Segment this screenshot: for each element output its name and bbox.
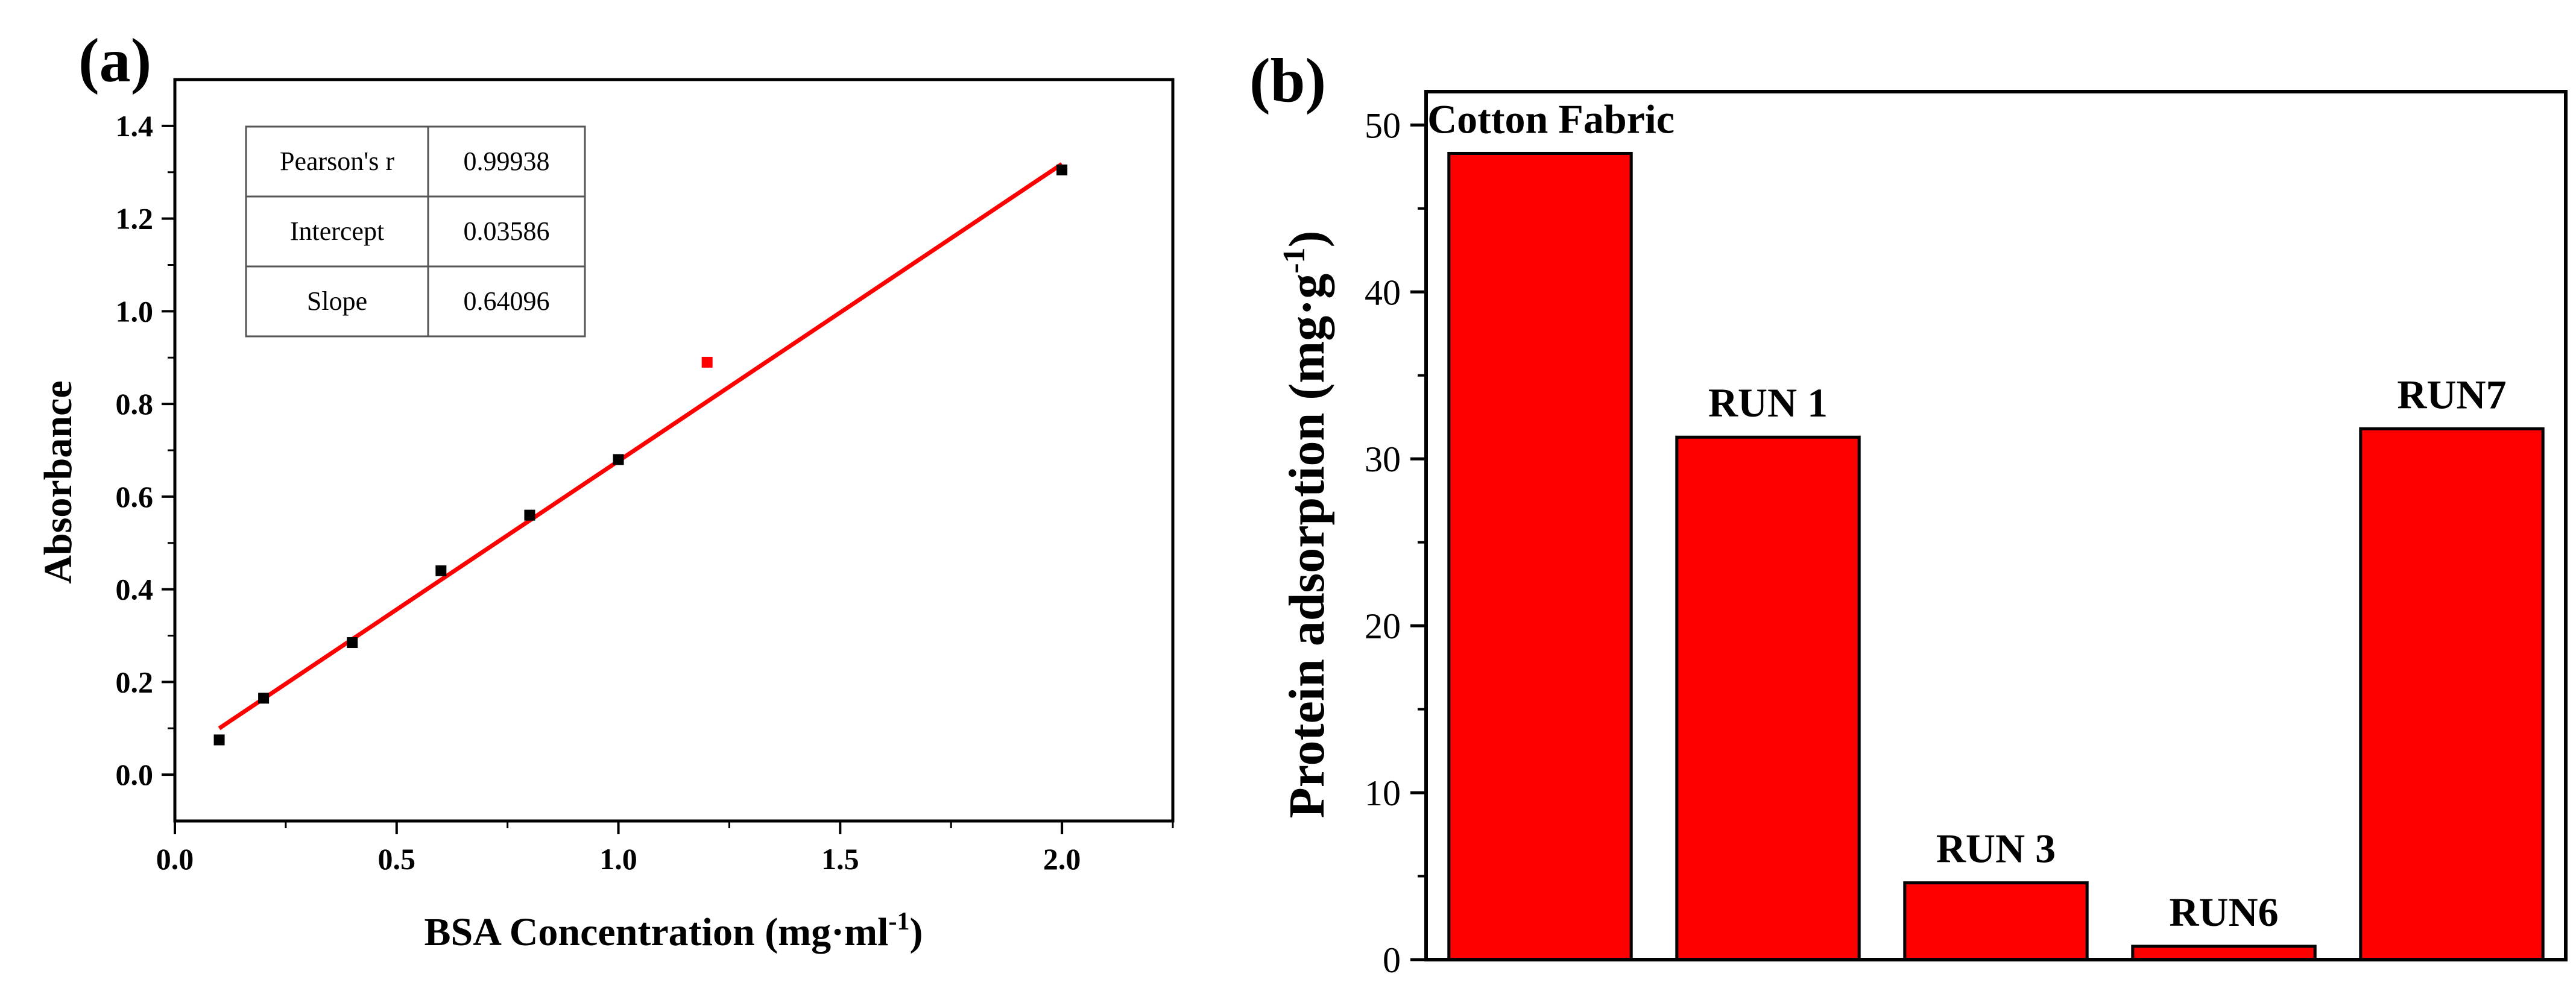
stats-table-value: 0.64096 <box>464 286 550 316</box>
bar-label: RUN6 <box>2169 889 2278 935</box>
stats-table-value: 0.03586 <box>464 216 550 246</box>
data-point <box>524 509 535 521</box>
y-tick-label: 50 <box>1365 105 1401 145</box>
y-tick-label: 0 <box>1383 940 1401 980</box>
x-tick-label: 2.0 <box>1043 842 1081 876</box>
panel-b-label: (b) <box>1249 46 1326 115</box>
panel-b-ticks <box>1410 123 1426 961</box>
bar-label: RUN 3 <box>1936 826 2056 872</box>
bar <box>2359 427 2545 961</box>
y-tick-label: 0.8 <box>116 387 154 421</box>
bar-label: RUN7 <box>2397 371 2506 417</box>
panel-b-bar-labels: Cotton Fabric RUN 1 RUN 3 RUN6 RUN7 <box>1427 96 2507 934</box>
y-tick-label: 0.0 <box>116 758 154 791</box>
outlier-point <box>701 356 713 368</box>
panel-b-ylabel-text: Protein adsorption (mg·g <box>1279 274 1335 819</box>
bar <box>2131 945 2317 961</box>
x-tick-label: 1.5 <box>821 842 859 876</box>
panel-b-ylabel-superscript: -1 <box>1277 247 1312 273</box>
bar-label: RUN 1 <box>1708 380 1828 426</box>
data-point <box>213 734 225 746</box>
y-tick-label: 1.2 <box>116 202 154 236</box>
data-point <box>435 565 447 576</box>
panel-b-bar: (b) Cotton Fabric RUN 1 RUN 3 RUN6 RUN7 0 10 2… <box>1249 46 2568 980</box>
y-tick-label: 20 <box>1365 606 1401 646</box>
y-tick-label: 10 <box>1365 773 1401 813</box>
y-tick-label: 40 <box>1365 272 1401 312</box>
y-tick-label: 1.0 <box>116 294 154 328</box>
panel-a-tick-labels: 0.0 0.2 0.4 0.6 0.8 1.0 1.2 1.4 0.0 0.5 1.0 1.5 2.0 <box>116 109 1081 876</box>
stats-table: Pearson's r 0.99938 Intercept 0.03586 Sl… <box>245 125 586 338</box>
linear-fit-line <box>218 162 1064 731</box>
panel-a-y-axis-title: Absorbance <box>36 380 80 583</box>
stats-table-label: Pearson's r <box>280 146 394 176</box>
stats-table-label: Slope <box>307 286 367 316</box>
panel-a-label: (a) <box>78 26 151 95</box>
bar <box>1447 151 1633 961</box>
panel-b-plot-frame <box>1424 90 2568 961</box>
y-tick-label: 0.6 <box>116 480 154 514</box>
panel-a-ticks <box>162 124 1174 834</box>
data-point <box>258 693 270 704</box>
panel-a-fit-layer <box>218 162 1064 731</box>
panel-b-bars <box>1447 151 2545 961</box>
panel-b-ylabel-close: ) <box>1279 230 1335 247</box>
y-tick-label: 0.4 <box>116 573 154 606</box>
data-point <box>613 454 624 465</box>
y-tick-label: 1.4 <box>116 109 154 143</box>
bar <box>1903 881 2089 961</box>
panel-a-xlabel-close: ) <box>910 910 923 954</box>
x-tick-label: 0.5 <box>378 842 416 876</box>
panel-a-x-axis-title: BSA Concentration (mg·ml-1) <box>425 908 923 954</box>
stats-table-value: 0.99938 <box>464 146 550 176</box>
data-point <box>1056 164 1068 175</box>
panel-a-xlabel-text: BSA Concentration (mg·ml <box>425 910 889 954</box>
panel-b-y-axis-title: Protein adsorption (mg·g-1) <box>1277 230 1335 818</box>
data-point <box>347 637 358 649</box>
panel-a-scatter: (a) 0.0 0.2 0.4 0.6 0.8 1.0 1.2 1.4 0.0 0.5 1.0 1.5… <box>36 26 1175 954</box>
panel-a-points <box>213 164 1068 746</box>
stats-table-label: Intercept <box>290 216 384 246</box>
y-tick-label: 30 <box>1365 439 1401 479</box>
panel-b-tick-labels: 0 10 20 30 40 50 <box>1365 105 1401 980</box>
panel-a-xlabel-superscript: -1 <box>889 908 910 936</box>
stats-table-frame <box>245 125 586 338</box>
x-tick-label: 0.0 <box>156 842 194 876</box>
y-tick-label: 0.2 <box>116 665 154 699</box>
bar <box>1675 435 1861 961</box>
bar-label: Cotton Fabric <box>1427 96 1675 142</box>
x-tick-label: 1.0 <box>599 842 637 876</box>
